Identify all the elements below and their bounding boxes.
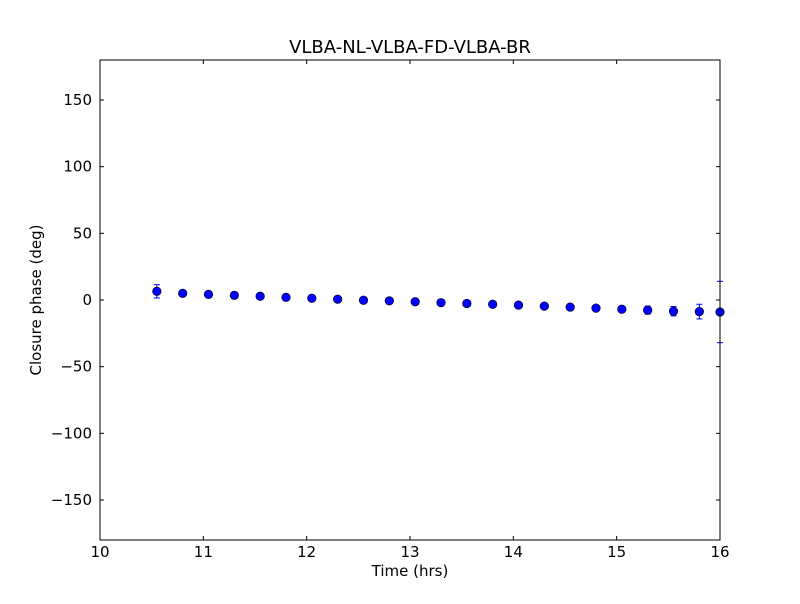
x-tick-label: 13 <box>400 543 419 561</box>
data-marker <box>307 293 317 303</box>
data-marker <box>643 305 653 315</box>
data-point <box>668 306 679 317</box>
data-point <box>617 304 627 314</box>
data-point <box>591 303 601 313</box>
data-point <box>358 295 369 305</box>
data-marker <box>333 294 343 304</box>
x-tick-label: 10 <box>90 543 109 561</box>
data-marker <box>358 295 369 305</box>
data-point <box>203 289 214 300</box>
data-point <box>643 305 653 315</box>
data-marker <box>152 286 162 296</box>
plot-frame <box>99 59 721 541</box>
x-tick-label: 15 <box>607 543 626 561</box>
data-marker <box>384 296 394 306</box>
data-marker <box>229 290 239 300</box>
y-axis-label: Closure phase (deg) <box>27 225 45 376</box>
y-tick-label: 150 <box>63 91 92 109</box>
chart-title: VLBA-NL-VLBA-FD-VLBA-BR <box>289 37 531 58</box>
x-tick-label: 14 <box>504 543 523 561</box>
data-point <box>488 299 498 309</box>
data-point <box>513 300 524 310</box>
data-marker <box>591 303 601 313</box>
data-point <box>565 302 575 312</box>
data-marker <box>668 306 679 316</box>
data-point <box>462 298 472 309</box>
data-marker <box>513 300 524 310</box>
y-tick-label: −100 <box>51 424 92 442</box>
data-marker <box>565 302 575 312</box>
data-marker <box>255 291 265 301</box>
x-tick-label: 11 <box>194 543 213 561</box>
data-marker <box>539 301 549 311</box>
data-point <box>229 290 239 300</box>
y-tick-label: 50 <box>73 224 92 242</box>
data-point <box>255 291 265 301</box>
x-tick-label: 12 <box>297 543 316 561</box>
y-tick-label: −50 <box>60 358 92 376</box>
x-tick-label: 16 <box>710 543 729 561</box>
data-points <box>152 280 725 344</box>
data-marker <box>281 292 291 302</box>
data-point <box>152 284 162 299</box>
y-tick-label: 0 <box>82 291 92 309</box>
data-marker <box>488 299 498 309</box>
data-point <box>539 301 549 311</box>
data-marker <box>178 288 188 298</box>
data-point <box>436 298 446 308</box>
data-marker <box>694 307 704 317</box>
y-tick-label: −150 <box>51 491 92 509</box>
data-point <box>333 294 343 304</box>
data-marker <box>436 298 446 308</box>
x-axis-label: Time (hrs) <box>371 562 449 580</box>
axis-ticks: 10 11 12 13 14 15 16 −150 −100 −50 0 50 100 150 <box>51 60 730 561</box>
data-marker <box>462 298 472 309</box>
y-tick-label: 100 <box>63 158 92 176</box>
data-point <box>694 303 704 320</box>
data-point <box>178 288 188 298</box>
data-point <box>307 293 317 303</box>
data-point <box>384 296 394 306</box>
data-marker <box>617 304 627 314</box>
data-marker <box>203 289 214 300</box>
data-point <box>281 292 291 302</box>
data-point <box>410 297 420 307</box>
data-marker <box>410 297 420 307</box>
